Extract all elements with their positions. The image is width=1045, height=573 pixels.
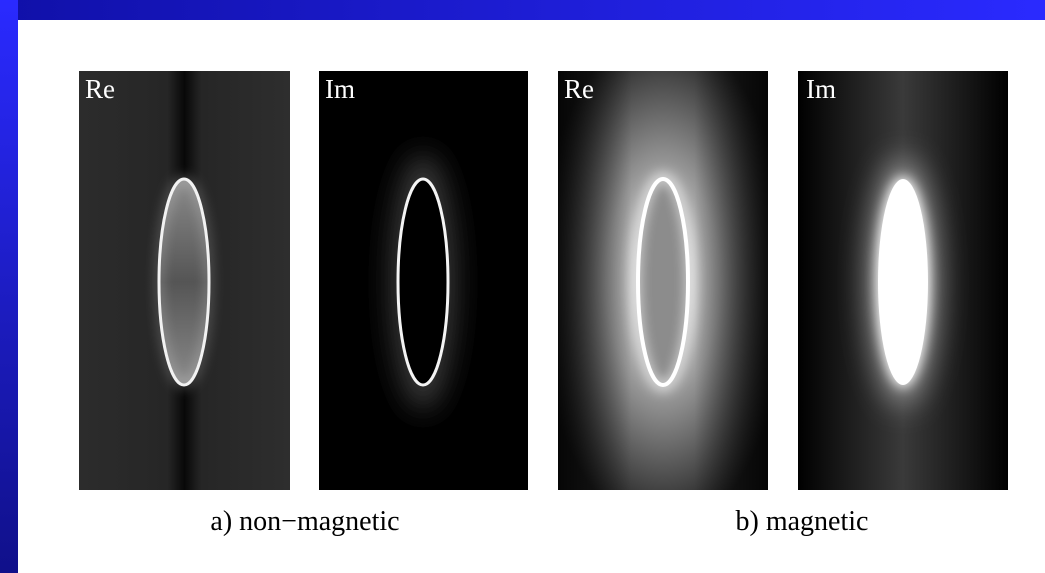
top-bar — [0, 0, 1045, 20]
image-panel — [319, 71, 528, 490]
panel-label: Re — [85, 74, 115, 104]
image-panel — [798, 71, 1008, 490]
caption: a) non−magnetic — [210, 506, 399, 537]
panel-label: Re — [564, 74, 594, 104]
panel-label: Im — [806, 74, 836, 104]
caption: b) magnetic — [736, 506, 869, 537]
image-panel — [79, 71, 290, 490]
panel-label: Im — [325, 74, 355, 104]
left-bar — [0, 0, 18, 573]
image-panel — [558, 71, 768, 490]
